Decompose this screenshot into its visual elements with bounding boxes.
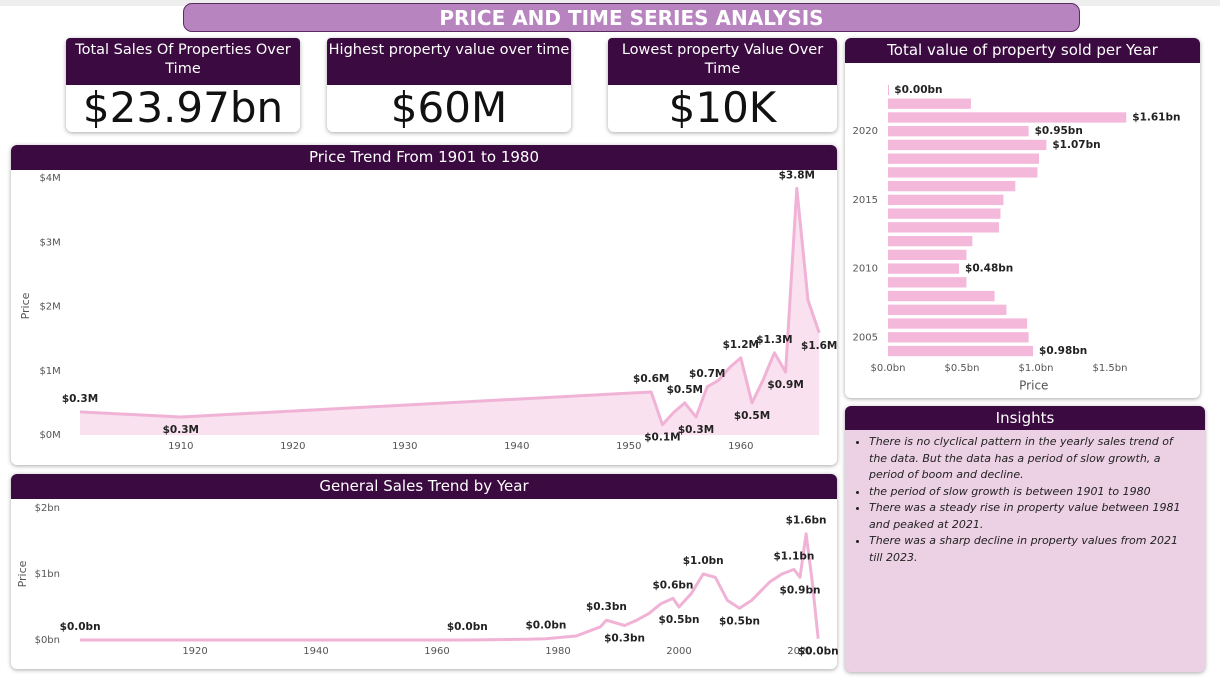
chart-panel: General Sales Trend by Year bbox=[11, 474, 837, 669]
chart-title: Total value of property sold per Year bbox=[845, 38, 1200, 63]
chart-panel: Total value of property sold per Year bbox=[845, 38, 1200, 398]
page-title: PRICE AND TIME SERIES ANALYSIS bbox=[183, 3, 1080, 32]
card-value: $60M bbox=[390, 83, 508, 132]
insight: There was a steady rise in property valu… bbox=[869, 500, 1191, 533]
card-value: $10K bbox=[668, 83, 777, 132]
insights-title: Insights bbox=[845, 406, 1205, 430]
chart-panel: Price Trend From 1901 to 1980 bbox=[11, 145, 837, 465]
card-title: Total Sales Of Properties Over Time bbox=[66, 38, 300, 85]
card-value: $23.97bn bbox=[82, 83, 284, 132]
chart-title: General Sales Trend by Year bbox=[11, 474, 837, 499]
chart-title: Price Trend From 1901 to 1980 bbox=[11, 145, 837, 170]
card-title: Highest property value over time bbox=[327, 38, 571, 85]
insight: There is no clyclical pattern in the yea… bbox=[869, 434, 1191, 484]
card-title: Lowest property Value Over Time bbox=[608, 38, 837, 85]
insight: the period of slow growth is between 190… bbox=[869, 484, 1191, 501]
insight: There was a sharp decline in property va… bbox=[869, 533, 1191, 566]
card: Lowest property Value Over Time $10K bbox=[608, 38, 837, 132]
card: Highest property value over time $60M bbox=[327, 38, 571, 132]
insights-list: There is no clyclical pattern in the yea… bbox=[857, 434, 1191, 566]
card: Total Sales Of Properties Over Time $23.… bbox=[66, 38, 300, 132]
insights-panel: Insights There is no clyclical pattern i… bbox=[845, 406, 1205, 672]
